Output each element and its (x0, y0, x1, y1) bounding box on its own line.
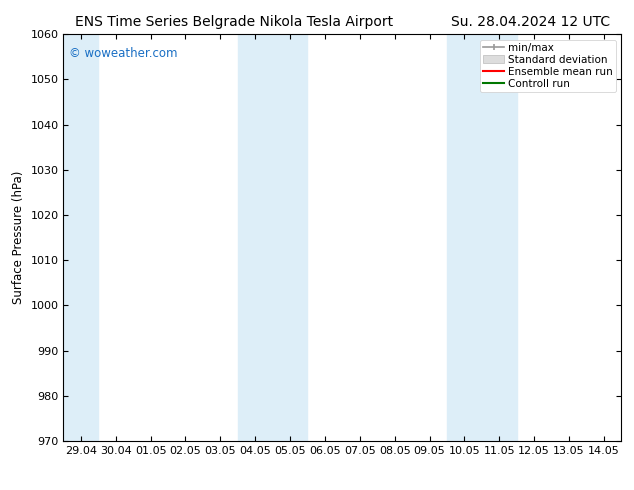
Y-axis label: Surface Pressure (hPa): Surface Pressure (hPa) (12, 171, 25, 304)
Bar (238, 34, 307, 441)
Text: Su. 28.04.2024 12 UTC: Su. 28.04.2024 12 UTC (451, 15, 610, 29)
Legend: min/max, Standard deviation, Ensemble mean run, Controll run: min/max, Standard deviation, Ensemble me… (480, 40, 616, 92)
Bar (63, 34, 98, 441)
Text: © woweather.com: © woweather.com (69, 47, 178, 59)
Text: ENS Time Series Belgrade Nikola Tesla Airport: ENS Time Series Belgrade Nikola Tesla Ai… (75, 15, 392, 29)
Bar (447, 34, 517, 441)
